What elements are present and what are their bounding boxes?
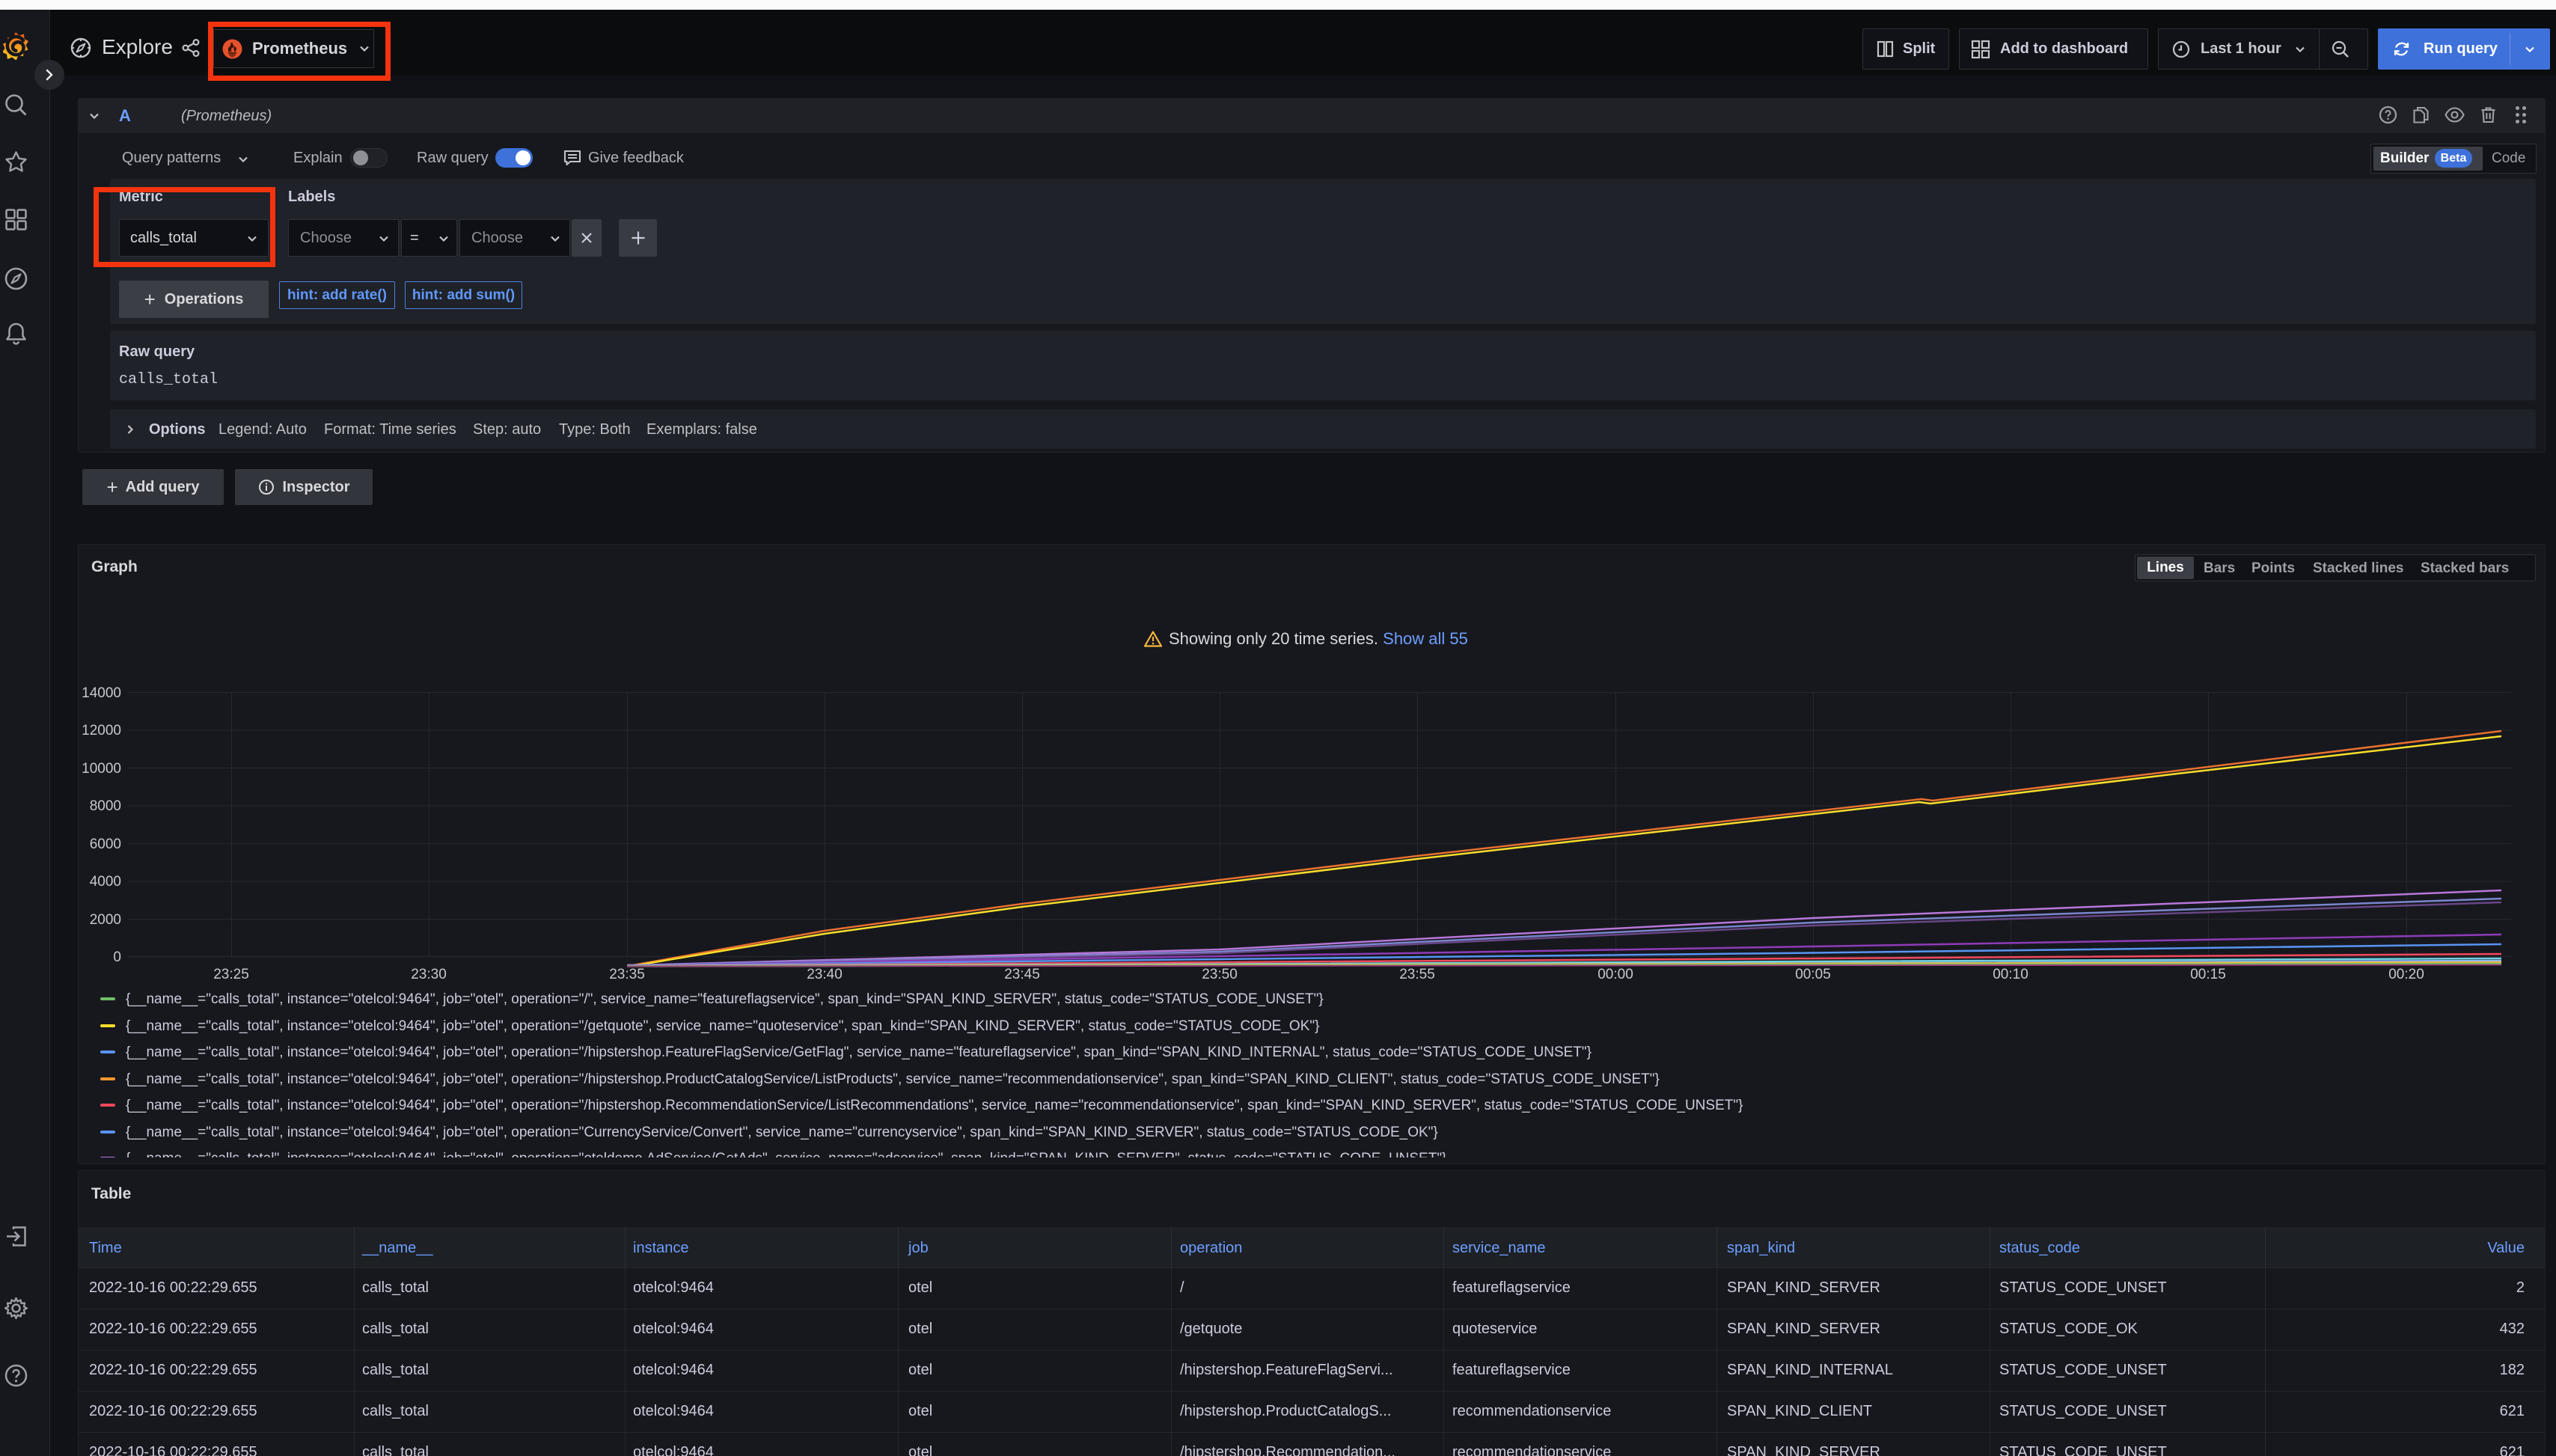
svg-text:00:10: 00:10 <box>1993 967 2028 982</box>
svg-text:4000: 4000 <box>90 874 121 890</box>
svg-text:23:35: 23:35 <box>609 967 645 982</box>
svg-text:00:00: 00:00 <box>1598 967 1633 982</box>
svg-text:12000: 12000 <box>82 723 121 738</box>
svg-text:10000: 10000 <box>82 761 121 777</box>
svg-text:23:40: 23:40 <box>807 967 843 982</box>
svg-text:8000: 8000 <box>90 798 121 814</box>
svg-text:23:55: 23:55 <box>1399 967 1435 982</box>
svg-text:00:20: 00:20 <box>2388 967 2424 982</box>
svg-text:23:30: 23:30 <box>411 967 447 982</box>
svg-text:0: 0 <box>113 949 121 965</box>
svg-text:00:15: 00:15 <box>2190 967 2226 982</box>
svg-text:14000: 14000 <box>82 685 121 701</box>
svg-text:23:25: 23:25 <box>213 967 249 982</box>
svg-text:23:50: 23:50 <box>1202 967 1238 982</box>
svg-text:23:45: 23:45 <box>1004 967 1040 982</box>
svg-text:6000: 6000 <box>90 836 121 852</box>
svg-text:2000: 2000 <box>90 912 121 928</box>
svg-text:00:05: 00:05 <box>1795 967 1831 982</box>
